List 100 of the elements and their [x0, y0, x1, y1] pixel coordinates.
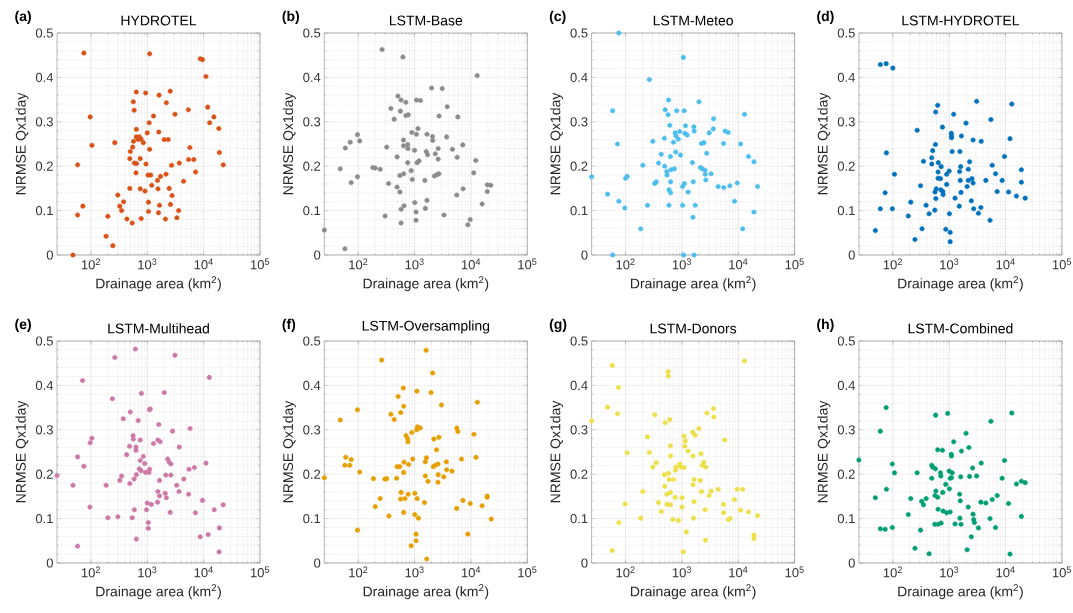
y-tick-label: 0.2 [303, 469, 321, 479]
chart-title: HYDROTEL [121, 15, 197, 26]
x-tick-label: 10$^{3}$ [672, 566, 691, 578]
y-tick-label: 0.2 [837, 469, 855, 479]
x-tick-label: 10$^{2}$ [883, 258, 902, 270]
x-axis-title: Drainage area (km$^{2}$) [630, 584, 756, 600]
y-tick-label: 0 [314, 250, 321, 260]
y-tick-label: 0.4 [35, 380, 54, 390]
x-axis-title: Drainage area (km$^{2}$) [630, 276, 756, 292]
y-tick-label: 0 [848, 558, 855, 568]
text: (g) [549, 318, 567, 332]
x-tick-label: 10$^{4}$ [729, 566, 748, 578]
x-tick-label: 10$^{3}$ [138, 566, 157, 578]
y-tick-label: 0 [46, 250, 53, 260]
y-axis-title: NRMSE Qx1day [15, 400, 29, 503]
y-tick-label: 0.5 [35, 336, 53, 346]
x-tick-label: 10$^{3}$ [138, 258, 157, 270]
x-tick-label: 10$^{5}$ [250, 566, 270, 578]
x-tick-label: 10$^{2}$ [349, 258, 368, 270]
y-tick-label: 0.4 [837, 380, 855, 390]
y-tick-label: 0.2 [570, 469, 588, 479]
y-tick-label: 0.1 [303, 513, 321, 524]
x-tick-label: 10$^{2}$ [616, 258, 635, 270]
y-tick-label: 0.3 [35, 425, 53, 435]
y-tick-label: 0.2 [35, 469, 53, 479]
x-tick-label: 10$^{2}$ [81, 566, 100, 578]
x-tick-label: 10$^{2}$ [883, 566, 902, 578]
x-tick-label: 10$^{4}$ [996, 566, 1015, 578]
chart-title: LSTM-Combined [908, 323, 1013, 334]
chart-title: LSTM-Oversampling [362, 320, 490, 334]
y-axis-title: NRMSE Qx1day [550, 92, 564, 195]
x-tick-label: 10$^{5}$ [518, 566, 537, 578]
y-tick-label: 0.3 [35, 117, 53, 127]
x-tick-label: 10$^{5}$ [1052, 258, 1072, 270]
x-tick-label: 10$^{4}$ [996, 258, 1015, 270]
x-axis-title: Drainage area (km$^{2}$) [363, 276, 489, 292]
y-tick-label: 0.2 [303, 161, 321, 171]
x-tick-label: 10$^{5}$ [785, 258, 804, 270]
x-tick-label: 10$^{2}$ [349, 566, 368, 578]
y-tick-label: 0 [581, 250, 588, 260]
y-tick-label: 0.5 [837, 28, 855, 38]
chart-title: LSTM-Base [389, 15, 463, 26]
y-tick-label: 0.1 [303, 205, 321, 216]
y-axis-title: NRMSE Qx1day [817, 400, 831, 503]
x-tick-label: 10$^{5}$ [250, 258, 270, 270]
y-tick-label: 0.3 [837, 117, 855, 127]
x-tick-label: 10$^{3}$ [405, 258, 424, 270]
y-tick-label: 0.4 [837, 72, 855, 82]
y-axis-title: NRMSE Qx1day [282, 400, 296, 503]
x-tick-label: 10$^{3}$ [405, 566, 424, 578]
text: (e) [15, 318, 31, 332]
y-tick-label: 0.5 [35, 28, 53, 38]
y-tick-label: 0.3 [837, 425, 855, 435]
x-tick-label: 10$^{3}$ [940, 258, 959, 270]
y-tick-label: 0.1 [570, 205, 588, 216]
y-tick-label: 0.1 [570, 513, 588, 524]
y-tick-label: 0.5 [570, 336, 588, 346]
x-tick-label: 10$^{2}$ [81, 258, 100, 270]
x-tick-label: 10$^{3}$ [940, 566, 959, 578]
y-tick-label: 0.4 [570, 72, 588, 82]
y-tick-label: 0.4 [570, 380, 588, 390]
y-tick-label: 0.4 [303, 380, 321, 390]
x-tick-label: 10$^{5}$ [785, 566, 804, 578]
x-axis-title: Drainage area (km$^{2}$) [96, 584, 221, 600]
y-tick-label: 0.5 [570, 28, 588, 38]
y-axis-title: NRMSE Qx1day [282, 92, 296, 195]
x-tick-label: 10$^{4}$ [461, 258, 481, 270]
x-tick-label: 10$^{3}$ [672, 258, 691, 270]
y-tick-label: 0.2 [35, 161, 53, 171]
x-axis-title: Drainage area (km$^{2}$) [898, 276, 1023, 292]
y-tick-label: 0 [581, 558, 588, 568]
y-tick-label: 0.1 [35, 205, 53, 216]
y-tick-label: 0.2 [570, 161, 588, 171]
x-tick-label: 10$^{4}$ [194, 258, 213, 270]
text: (d) [817, 10, 834, 24]
y-tick-label: 0.3 [570, 117, 588, 127]
x-tick-label: 10$^{2}$ [616, 566, 635, 578]
x-tick-label: 10$^{4}$ [461, 566, 481, 578]
text: (f) [282, 318, 296, 332]
y-tick-label: 0 [314, 558, 321, 568]
y-tick-label: 0 [46, 558, 53, 568]
text: (a) [15, 10, 31, 24]
y-tick-label: 0.3 [570, 425, 588, 435]
x-tick-label: 10$^{5}$ [518, 258, 537, 270]
y-tick-label: 0 [848, 250, 855, 260]
y-tick-label: 0.1 [837, 513, 855, 524]
text: (b) [282, 10, 300, 24]
y-tick-label: 0.5 [303, 28, 321, 38]
y-tick-label: 0.5 [303, 336, 321, 346]
chart-title: LSTM-Donors [650, 323, 737, 334]
y-axis-title: NRMSE Qx1day [550, 400, 564, 503]
y-tick-label: 0.4 [35, 72, 54, 82]
y-tick-label: 0.3 [303, 425, 321, 435]
chart-title: LSTM-HYDROTEL [902, 15, 1020, 26]
x-tick-label: 10$^{4}$ [194, 566, 213, 578]
x-tick-label: 10$^{5}$ [1052, 566, 1072, 578]
y-tick-label: 0.2 [837, 161, 855, 171]
x-axis-title: Drainage area (km$^{2}$) [363, 584, 489, 600]
x-axis-title: Drainage area (km$^{2}$) [898, 584, 1023, 600]
y-tick-label: 0.1 [837, 205, 855, 216]
